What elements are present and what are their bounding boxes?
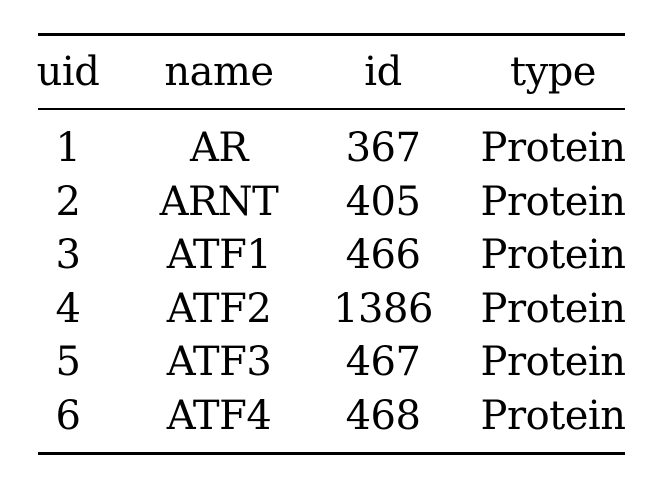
cell-name: AR: [189, 125, 249, 171]
cell-uid: 5: [55, 339, 81, 385]
cell-id: 367: [345, 125, 421, 171]
cell-type: Protein: [480, 232, 626, 278]
cell-name: ATF1: [166, 232, 272, 278]
cell-type: Protein: [480, 179, 626, 225]
header-type: type: [510, 49, 596, 95]
top-rule: [38, 33, 625, 36]
cell-type: Protein: [480, 286, 626, 332]
cell-type: Protein: [480, 339, 626, 385]
cell-name: ATF2: [166, 286, 272, 332]
header-rule: [38, 108, 625, 110]
cell-name: ATF4: [166, 393, 272, 439]
header-id: id: [364, 49, 402, 95]
bottom-rule: [38, 452, 625, 455]
cell-type: Protein: [480, 393, 626, 439]
header-uid: uid: [36, 49, 100, 95]
cell-uid: 1: [55, 125, 81, 171]
cell-uid: 4: [55, 286, 81, 332]
cell-id: 468: [345, 393, 421, 439]
cell-uid: 6: [55, 393, 81, 439]
cell-uid: 3: [55, 232, 81, 278]
cell-id: 466: [345, 232, 421, 278]
header-name: name: [164, 49, 274, 95]
cell-name: ARNT: [159, 179, 279, 225]
cell-uid: 2: [55, 179, 81, 225]
cell-name: ATF3: [166, 339, 272, 385]
cell-id: 1386: [333, 286, 433, 332]
cell-id: 405: [345, 179, 421, 225]
cell-id: 467: [345, 339, 421, 385]
cell-type: Protein: [480, 125, 626, 171]
